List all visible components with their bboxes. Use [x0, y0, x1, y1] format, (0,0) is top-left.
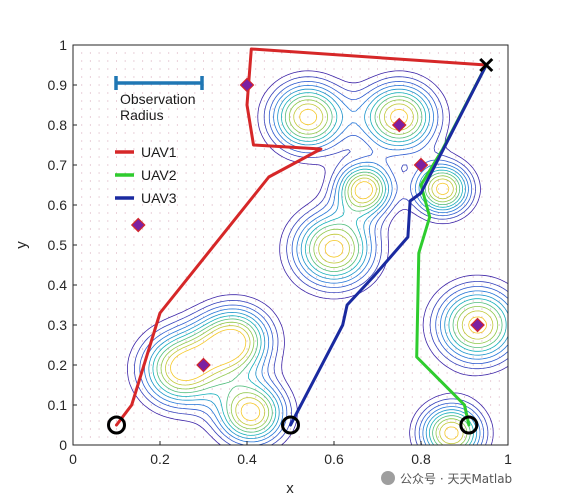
- legend-label-uav2: UAV2: [141, 167, 177, 183]
- y-tick-label: 0: [59, 437, 67, 453]
- y-tick-label: 0.3: [48, 317, 68, 333]
- x-tick-label: 0.6: [324, 451, 344, 467]
- x-axis-title: x: [286, 480, 294, 497]
- target-marker: [130, 217, 146, 233]
- y-tick-label: 0.5: [48, 237, 68, 253]
- start-marker: [107, 415, 126, 435]
- markers: [107, 57, 494, 435]
- contour-level: [152, 92, 507, 445]
- goal-marker: [479, 57, 494, 73]
- contour-level: [127, 70, 508, 445]
- x-tick-label: 0: [69, 451, 77, 467]
- target-marker: [413, 157, 429, 173]
- start-marker: [459, 415, 479, 435]
- watermark: 公众号 · 天天Matlab: [381, 471, 512, 486]
- y-tick-label: 0.7: [48, 157, 68, 173]
- target-marker: [470, 317, 485, 333]
- contour-level: [139, 81, 508, 445]
- grid-dots: [73, 45, 508, 445]
- x-tick-label: 1: [504, 451, 512, 467]
- contour-level: [170, 108, 487, 440]
- target-marker: [391, 117, 407, 133]
- path-uav3: [289, 63, 488, 427]
- legend-label-uav1: UAV1: [141, 144, 177, 160]
- uav-paths: [115, 47, 488, 427]
- x-tick-label: 0.8: [411, 451, 431, 467]
- path-uav1: [115, 47, 488, 427]
- y-tick-label: 0.2: [48, 357, 68, 373]
- y-tick-label: 1: [59, 37, 67, 53]
- target-marker: [196, 357, 211, 373]
- contour-level: [148, 88, 508, 445]
- x-tick-label: 0.4: [237, 451, 257, 467]
- watermark-text: 公众号 · 天天Matlab: [400, 472, 512, 486]
- observation-radius-label: Observation Radius: [120, 91, 195, 123]
- y-tick-label: 0.8: [48, 117, 68, 133]
- contour-level: [165, 103, 494, 445]
- x-tick-label: 0.2: [150, 451, 170, 467]
- legend-label-uav3: UAV3: [141, 190, 177, 206]
- wechat-icon: [381, 471, 395, 485]
- target-marker: [239, 77, 255, 93]
- legend: Observation Radius UAV1 UAV2 UAV3: [114, 76, 204, 206]
- start-marker: [281, 415, 300, 435]
- contour-lines: [127, 70, 508, 445]
- y-tick-label: 0.6: [48, 197, 68, 213]
- y-tick-label: 0.4: [48, 277, 68, 293]
- contour-level: [160, 99, 499, 445]
- y-tick-label: 0.9: [48, 77, 68, 93]
- y-axis-title: y: [13, 241, 30, 249]
- y-tick-label: 0.1: [48, 397, 68, 413]
- contour-level: [134, 76, 508, 445]
- axis-ticks: 0 0.2 0.4 0.6 0.8 1 0 0.1 0.2 0.3 0.4 0.5 0.6 0.7 0.8 0…: [48, 37, 513, 467]
